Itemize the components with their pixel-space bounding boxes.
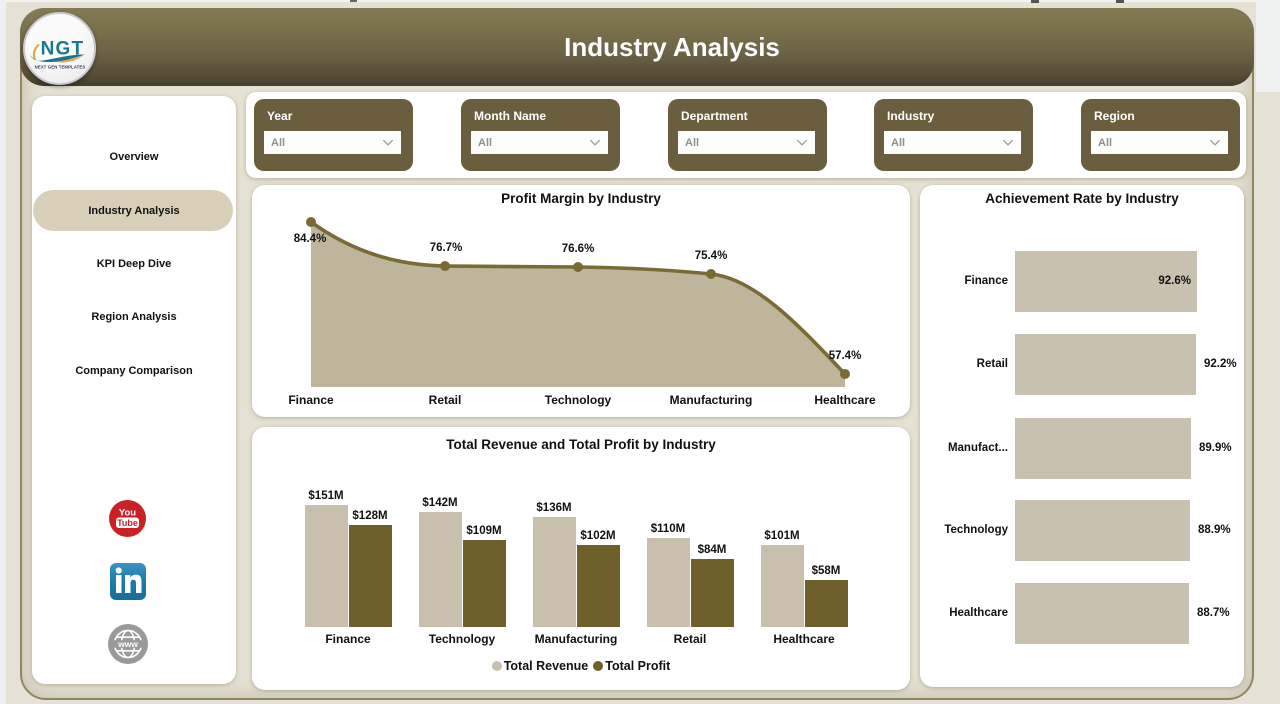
svg-text:NGT: NGT — [41, 39, 85, 60]
svg-text:You: You — [119, 508, 136, 519]
svg-text:NEXT GEN TEMPLATES: NEXT GEN TEMPLATES — [35, 65, 86, 70]
svg-text:Tube: Tube — [117, 518, 138, 528]
svg-text:www: www — [117, 639, 138, 649]
